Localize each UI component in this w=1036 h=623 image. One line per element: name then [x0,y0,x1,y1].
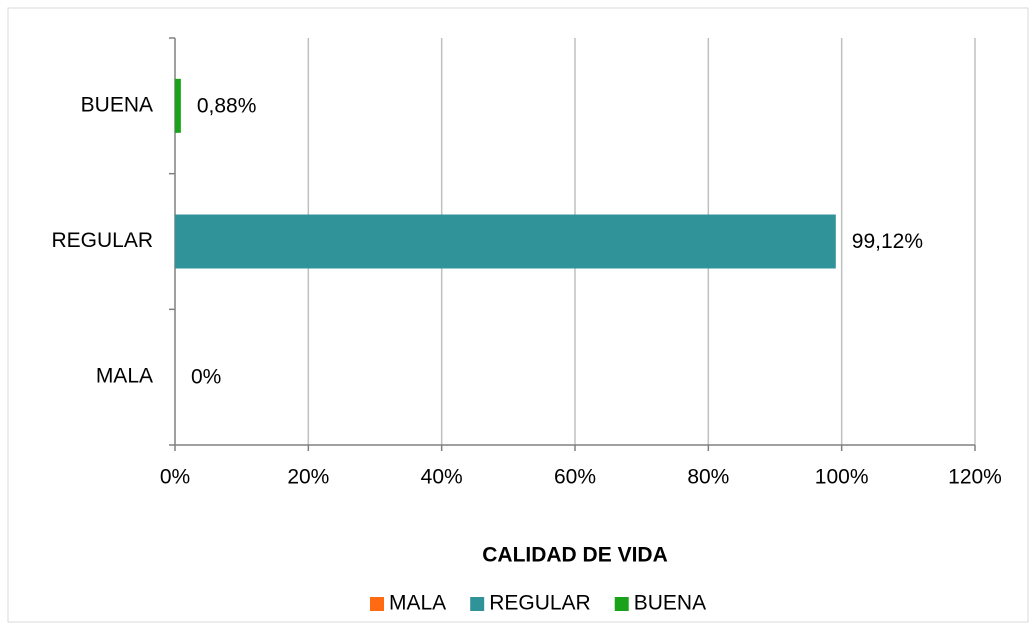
data-label: 0% [191,366,221,389]
bar [175,214,836,269]
y-tick-label: REGULAR [51,229,153,252]
y-tick-label: BUENA [81,93,153,116]
legend-swatch [370,597,384,611]
x-tick-label: 40% [421,466,463,489]
bar [175,78,181,133]
x-tick-label: 120% [948,466,1002,489]
x-tick-label: 100% [815,466,869,489]
y-tick-label: MALA [96,365,153,388]
data-label: 99,12% [852,230,923,253]
data-label: 0,88% [197,94,257,117]
x-tick-label: 60% [554,466,596,489]
legend-swatch [614,597,629,611]
x-tick-label: 0% [160,466,190,489]
x-axis-title: CALIDAD DE VIDA [482,544,668,567]
legend-label: MALA [389,592,446,615]
chart-frame [7,7,1029,623]
legend-label: BUENA [634,592,706,615]
x-tick-label: 80% [687,466,729,489]
legend-swatch [470,597,485,611]
legend-label: REGULAR [489,592,591,615]
x-tick-label: 20% [287,466,329,489]
